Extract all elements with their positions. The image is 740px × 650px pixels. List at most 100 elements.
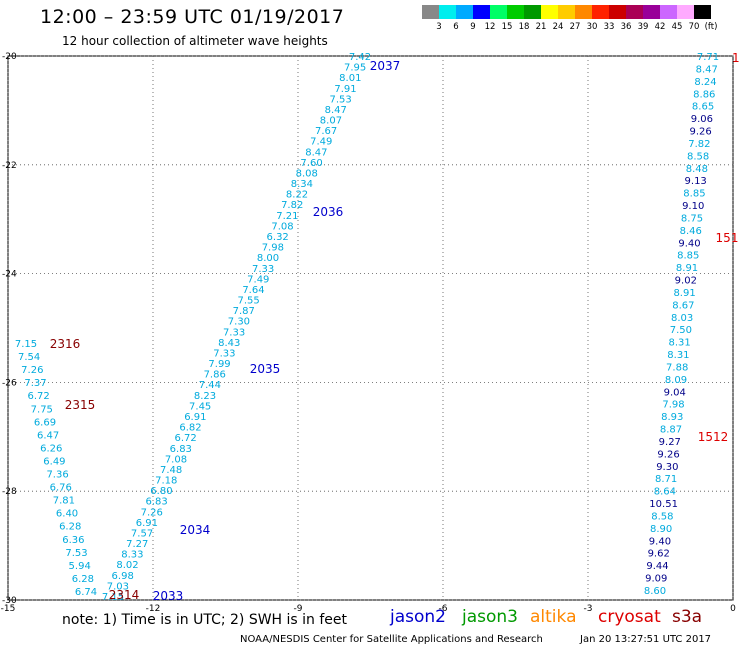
wave-height-value: 6.40 <box>56 509 78 520</box>
wave-height-value: 6.28 <box>59 522 81 533</box>
wave-height-value: 7.98 <box>662 400 684 411</box>
wave-height-value: 8.75 <box>681 213 703 224</box>
color-scale-label: 15 <box>501 22 513 32</box>
pass-time-label: 1512 <box>698 430 729 444</box>
wave-height-value: 7.67 <box>315 126 337 137</box>
wave-height-value: 6.76 <box>50 483 72 494</box>
wave-height-value: 7.30 <box>228 317 250 328</box>
wave-height-value: 8.23 <box>194 391 216 402</box>
wave-height-value: 7.86 <box>204 370 226 381</box>
wave-height-value: 9.13 <box>685 176 707 187</box>
pass-time-label: 2037 <box>370 59 401 73</box>
wave-height-value: 9.26 <box>657 449 679 460</box>
wave-height-value: 8.07 <box>320 116 342 127</box>
color-swatch <box>439 5 456 19</box>
wave-height-value: 9.09 <box>645 574 667 585</box>
wave-height-value: 7.45 <box>189 401 211 412</box>
wave-height-value: 7.99 <box>208 359 230 370</box>
wave-height-value: 8.43 <box>218 338 240 349</box>
wave-height-value: 9.06 <box>691 114 713 125</box>
color-scale-label: 30 <box>586 22 598 32</box>
wave-height-value: 7.87 <box>233 306 255 317</box>
color-swatch <box>694 5 711 19</box>
wave-height-value: 7.91 <box>334 84 356 95</box>
wave-height-value: 8.46 <box>680 226 702 237</box>
satellite-legend-item: jason2 <box>390 607 446 627</box>
satellite-legend-item: altika <box>530 607 577 627</box>
wave-height-value: 7.33 <box>213 348 235 359</box>
wave-height-value: 8.60 <box>644 586 666 597</box>
wave-height-value: 7.53 <box>65 548 87 559</box>
wave-height-value: 7.37 <box>24 378 46 389</box>
y-tick-label: -26 <box>2 378 17 388</box>
wave-height-value: 8.09 <box>665 375 687 386</box>
color-scale-label: 6 <box>453 22 459 32</box>
wave-height-value: 8.24 <box>694 77 716 88</box>
wave-height-value: 7.08 <box>165 454 187 465</box>
wave-height-value: 8.71 <box>655 474 677 485</box>
color-swatch <box>422 5 439 19</box>
wave-height-value: 6.80 <box>150 486 172 497</box>
satellite-legend-item: jason3 <box>462 607 518 627</box>
wave-height-value: 6.72 <box>27 391 49 402</box>
wave-height-value: 7.08 <box>271 221 293 232</box>
wave-height-value: 7.33 <box>223 327 245 338</box>
chart-subtitle: 12 hour collection of altimeter wave hei… <box>62 34 328 48</box>
wave-height-value: 6.72 <box>175 433 197 444</box>
wave-height-value: 8.31 <box>667 350 689 361</box>
color-swatch <box>524 5 541 19</box>
color-swatch <box>626 5 643 19</box>
pass-time-label: 2033 <box>153 589 184 603</box>
color-swatch <box>575 5 592 19</box>
color-scale-label: 42 <box>654 22 666 32</box>
color-scale-label: 3 <box>436 22 442 32</box>
wave-height-value: 8.00 <box>257 253 279 264</box>
wave-height-value: 8.47 <box>325 105 347 116</box>
wave-height-value: 8.87 <box>660 425 682 436</box>
wave-height-value: 7.50 <box>670 325 692 336</box>
wave-height-value: 8.03 <box>671 313 693 324</box>
color-swatches <box>422 5 711 19</box>
wave-height-value: 6.91 <box>136 518 158 529</box>
wave-height-value: 9.30 <box>656 462 678 473</box>
y-tick-label: -28 <box>2 487 17 497</box>
wave-height-value: 8.02 <box>116 560 138 571</box>
pass-time-label: 1 <box>732 51 740 65</box>
wave-height-value: 9.04 <box>664 387 686 398</box>
pass-time-label: 2036 <box>313 205 344 219</box>
wave-height-value: 7.75 <box>31 404 53 415</box>
color-swatch <box>677 5 694 19</box>
wave-height-value: 7.82 <box>688 139 710 150</box>
y-tick-label: -30 <box>2 596 17 606</box>
chart-title: 12:00 – 23:59 UTC 01/19/2017 <box>40 6 345 28</box>
color-swatch <box>541 5 558 19</box>
wave-height-value: 7.55 <box>237 296 259 307</box>
wave-height-value: 8.85 <box>683 189 705 200</box>
color-swatch <box>592 5 609 19</box>
color-scale-label: 36 <box>620 22 632 32</box>
color-scale-label: 21 <box>535 22 547 32</box>
x-tick-label: -12 <box>146 604 161 614</box>
wave-height-value: 7.60 <box>300 158 322 169</box>
wave-height-value: 7.82 <box>281 200 303 211</box>
color-swatch <box>490 5 507 19</box>
wave-height-value: 8.90 <box>650 524 672 535</box>
footer-note: note: 1) Time is in UTC; 2) SWH is in fe… <box>62 612 348 628</box>
wave-height-value: 5.94 <box>69 561 91 572</box>
wave-height-value: 8.33 <box>121 550 143 561</box>
wave-height-value: 8.91 <box>676 263 698 274</box>
wave-height-value: 6.26 <box>40 443 62 454</box>
wave-height-value: 7.53 <box>329 94 351 105</box>
color-swatch <box>507 5 524 19</box>
wave-height-value: 8.85 <box>677 251 699 262</box>
pass-time-label: 2034 <box>180 523 211 537</box>
wave-height-value: 7.33 <box>252 264 274 275</box>
color-scale-label: 24 <box>552 22 564 32</box>
wave-height-value: 9.02 <box>675 276 697 287</box>
color-swatch <box>456 5 473 19</box>
wave-height-value: 7.57 <box>131 528 153 539</box>
wave-height-value: 8.48 <box>686 164 708 175</box>
wave-height-value: 8.01 <box>339 73 361 84</box>
color-scale-label: 12 <box>484 22 496 32</box>
wave-height-value: 8.08 <box>296 168 318 179</box>
